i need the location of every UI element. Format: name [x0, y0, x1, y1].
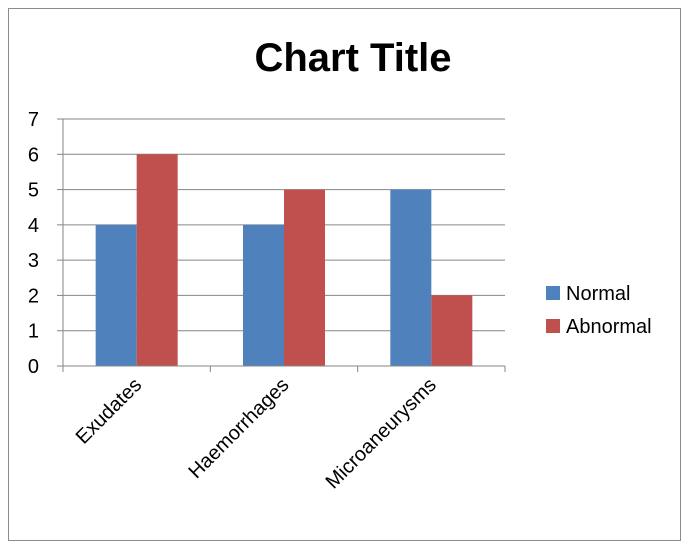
x-category-label: Microaneurysms — [322, 374, 441, 493]
y-tick-label: 5 — [28, 180, 39, 202]
legend: Normal Abnormal — [546, 283, 652, 338]
bar-normal-haemorrhages — [243, 224, 284, 366]
y-tick-label: 4 — [28, 215, 39, 237]
legend-label-abnormal: Abnormal — [566, 316, 652, 338]
y-tick-label: 6 — [28, 144, 39, 166]
bars — [95, 154, 473, 366]
legend-swatch-normal — [546, 286, 560, 300]
y-tick-label: 0 — [28, 356, 39, 378]
x-category-label: Exudates — [72, 374, 147, 449]
legend-label-normal: Normal — [566, 283, 630, 305]
y-tick-label: 1 — [28, 321, 39, 343]
bar-abnormal-exudates — [136, 154, 178, 366]
bar-normal-microaneurysms — [390, 189, 432, 366]
x-category-label: Haemorrhages — [184, 374, 293, 483]
legend-swatch-abnormal — [546, 319, 560, 333]
y-tick-label: 7 — [28, 109, 39, 131]
y-tick-label: 2 — [28, 285, 39, 307]
bar-abnormal-microaneurysms — [431, 295, 473, 366]
chart-title: Chart Title — [254, 36, 451, 80]
y-tick-label: 3 — [28, 250, 39, 272]
bar-normal-exudates — [95, 224, 137, 366]
bar-abnormal-haemorrhages — [284, 189, 325, 366]
